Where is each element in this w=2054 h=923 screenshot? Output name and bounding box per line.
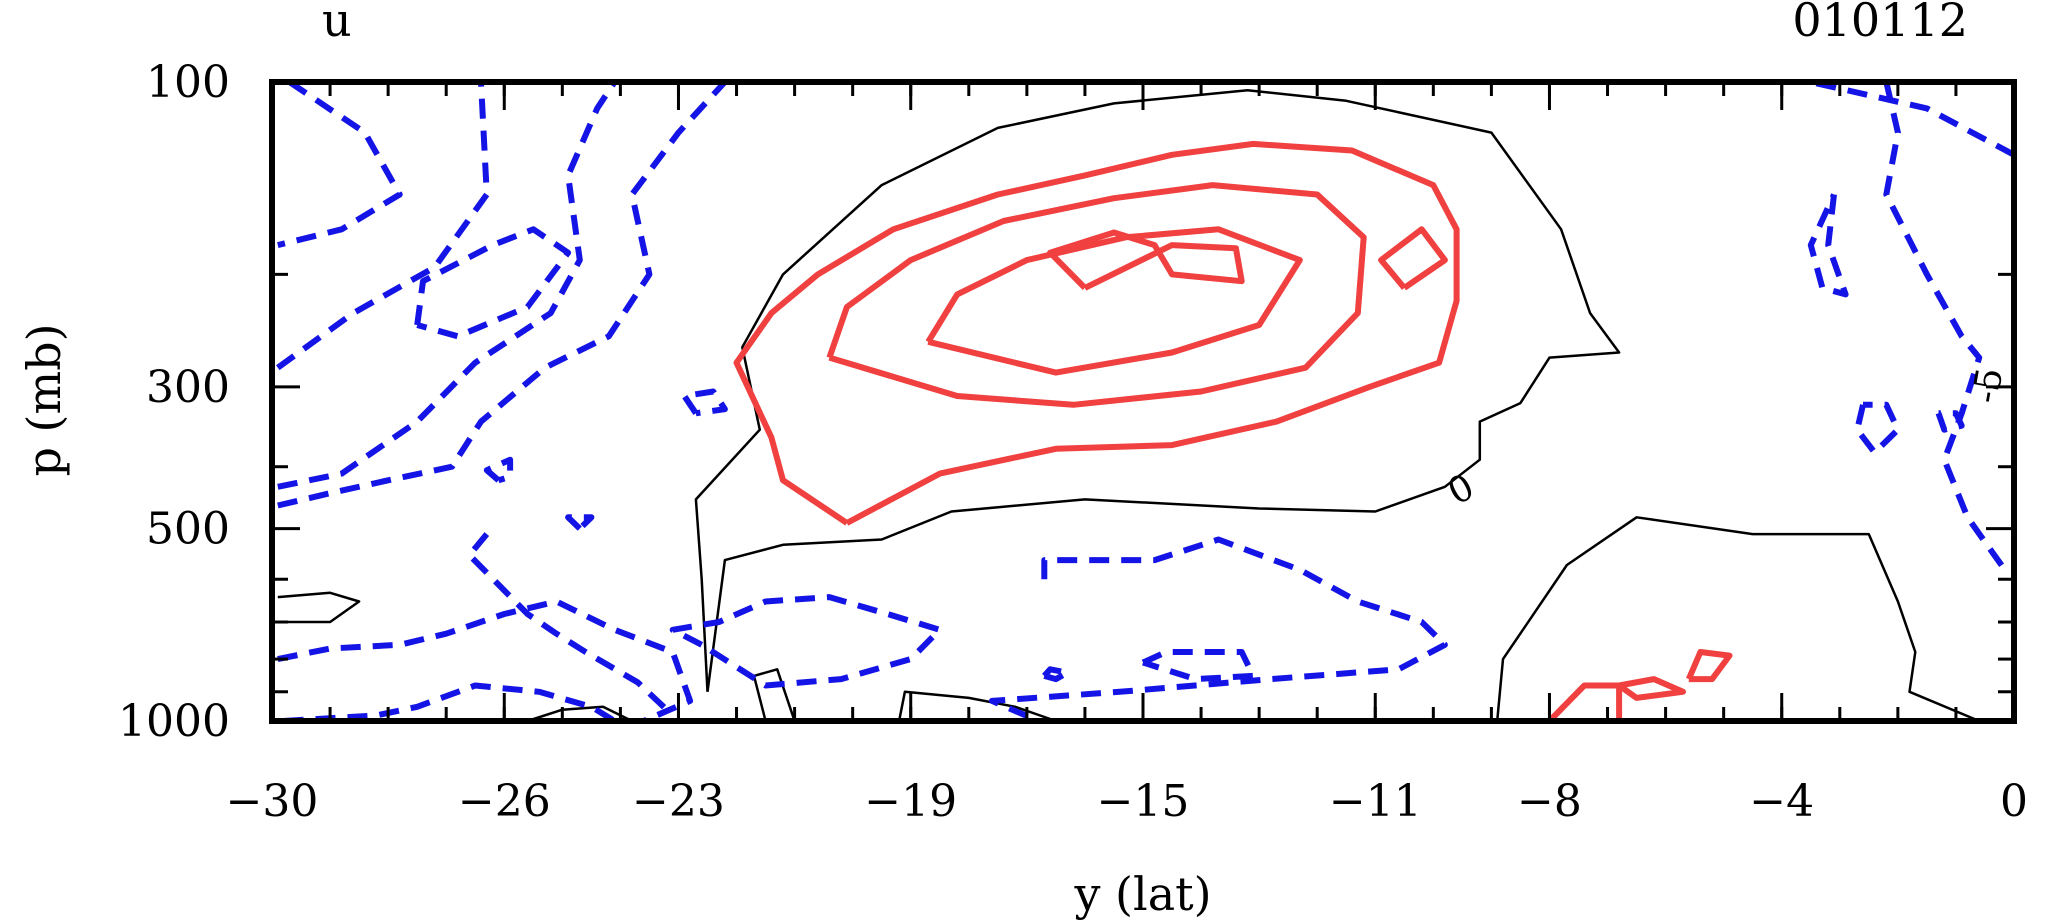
contour-negative-31 xyxy=(1807,193,1849,298)
contour-positive-8 xyxy=(925,226,1303,376)
contour-zero-3 xyxy=(752,668,796,722)
x-tick-label-2: −23 xyxy=(632,776,725,827)
contour-negative-23 xyxy=(483,456,514,484)
contour-positive-12 xyxy=(1617,676,1686,701)
contour-label-minus-five: -5 xyxy=(1965,365,2011,407)
contour-negative-27 xyxy=(1141,649,1257,683)
x-axis-label: y (lat) xyxy=(1073,867,1211,921)
contour-negative-20 xyxy=(466,532,675,718)
x-tick-label-8: 0 xyxy=(2000,776,2028,827)
x-tick-label-0: −30 xyxy=(226,776,319,827)
contour-negative-25 xyxy=(669,594,943,689)
contour-zero-2 xyxy=(277,591,361,624)
contour-negative-14 xyxy=(277,79,403,249)
x-tick-label-6: −8 xyxy=(1517,776,1582,827)
contour-lines xyxy=(276,79,2016,724)
axis-ticks xyxy=(270,80,2016,723)
plot-frame xyxy=(269,79,2017,724)
date-label: 010112 xyxy=(1792,0,1968,47)
contour-zero-1 xyxy=(1495,516,1980,723)
contour-negative-15 xyxy=(276,81,490,371)
contour-negative-21 xyxy=(283,682,617,724)
x-tick-label-4: −15 xyxy=(1097,776,1190,827)
contour-positive-9 xyxy=(1047,229,1245,291)
contour-zero-0 xyxy=(694,88,1621,692)
contour-negative-17 xyxy=(277,79,728,509)
x-tick-label-7: −4 xyxy=(1749,776,1814,827)
contour-negative-30 xyxy=(1810,79,2016,158)
contour-negative-24 xyxy=(565,514,595,531)
contour-negative-19 xyxy=(277,598,694,724)
x-tick-labels: −30 −26 −23 −19 −15 −11 −8 −4 0 xyxy=(226,776,2028,827)
contour-negative-26 xyxy=(989,536,1448,724)
contour-negative-18 xyxy=(414,226,572,340)
contour-negative-16 xyxy=(277,80,618,490)
y-axis-label: p (mb) xyxy=(17,323,71,476)
contour-negative-28 xyxy=(1042,666,1071,683)
x-tick-label-3: −19 xyxy=(864,776,957,827)
contour-negative-29 xyxy=(1883,81,2011,577)
contour-positive-13 xyxy=(1686,649,1733,683)
y-tick-label-0: 100 xyxy=(146,57,230,108)
y-tick-label-1: 300 xyxy=(146,362,230,413)
contour-zero-5 xyxy=(527,705,633,723)
contour-negative-33 xyxy=(1935,410,1965,433)
y-tick-labels: 100 300 500 1000 xyxy=(118,57,230,747)
contour-zero-4 xyxy=(897,690,1057,723)
contour-positive-7 xyxy=(826,182,1367,408)
y-tick-label-3: 1000 xyxy=(118,696,230,747)
contour-positive-11 xyxy=(1547,682,1623,724)
contour-positive-10 xyxy=(1378,226,1448,291)
contour-negative-22 xyxy=(681,388,728,417)
contour-positive-6 xyxy=(733,140,1460,526)
contour-negative-32 xyxy=(1854,401,1901,456)
x-tick-label-1: −26 xyxy=(458,776,551,827)
y-tick-label-2: 500 xyxy=(146,504,230,555)
x-tick-label-5: −11 xyxy=(1329,776,1422,827)
variable-label: u xyxy=(322,0,352,47)
contour-label-zero: 0 xyxy=(1442,466,1481,513)
